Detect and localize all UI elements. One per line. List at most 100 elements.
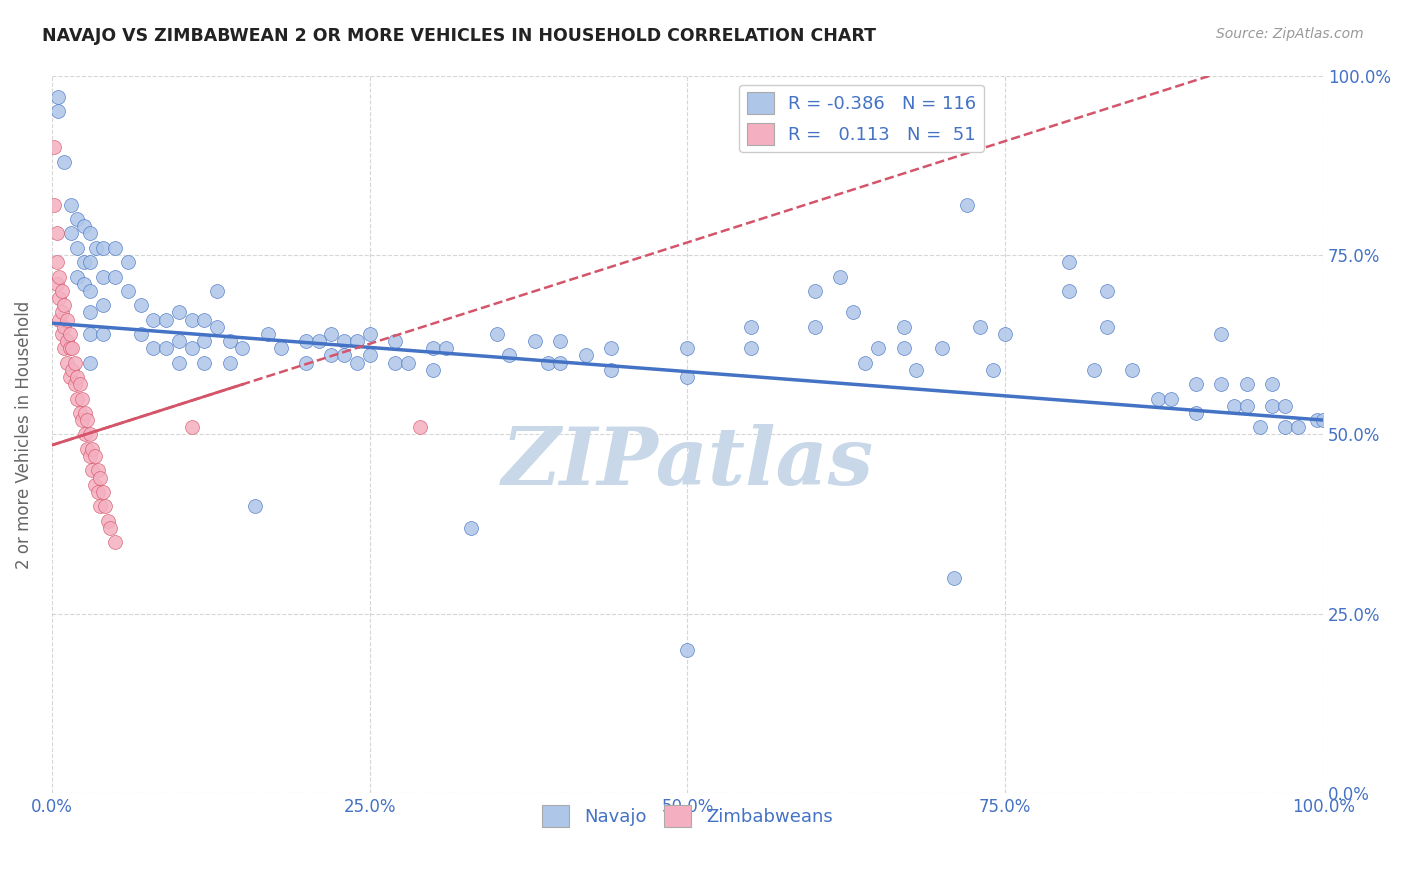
Point xyxy=(396,356,419,370)
Point xyxy=(44,140,66,154)
Point xyxy=(84,241,107,255)
Point xyxy=(98,521,121,535)
Point xyxy=(79,326,101,341)
Point xyxy=(58,341,80,355)
Point xyxy=(1236,377,1258,392)
Point xyxy=(1185,406,1208,420)
Point xyxy=(295,356,318,370)
Point xyxy=(422,363,444,377)
Point xyxy=(485,326,508,341)
Point xyxy=(803,319,825,334)
Point xyxy=(60,341,83,355)
Point xyxy=(63,356,86,370)
Text: Source: ZipAtlas.com: Source: ZipAtlas.com xyxy=(1216,27,1364,41)
Point xyxy=(72,277,94,291)
Point xyxy=(66,212,89,227)
Point xyxy=(1211,377,1233,392)
Point xyxy=(575,349,598,363)
Point xyxy=(66,370,89,384)
Point xyxy=(600,341,623,355)
Point xyxy=(1095,319,1118,334)
Point xyxy=(60,363,83,377)
Point xyxy=(180,341,202,355)
Point xyxy=(550,334,572,348)
Point xyxy=(740,341,762,355)
Point xyxy=(676,642,699,657)
Point xyxy=(994,326,1017,341)
Point xyxy=(76,413,98,427)
Point xyxy=(91,241,114,255)
Point xyxy=(1083,363,1105,377)
Point xyxy=(931,341,953,355)
Point xyxy=(346,334,368,348)
Point xyxy=(359,349,381,363)
Point xyxy=(359,326,381,341)
Point xyxy=(51,326,73,341)
Point xyxy=(51,284,73,298)
Text: ZIPatlas: ZIPatlas xyxy=(502,425,873,502)
Point xyxy=(66,392,89,406)
Point xyxy=(167,305,190,319)
Point xyxy=(422,341,444,355)
Point xyxy=(384,334,406,348)
Point xyxy=(523,334,546,348)
Point xyxy=(205,284,228,298)
Point xyxy=(193,312,215,326)
Point xyxy=(104,241,127,255)
Point xyxy=(53,319,76,334)
Point xyxy=(868,341,890,355)
Point xyxy=(409,420,432,434)
Point xyxy=(56,356,79,370)
Point xyxy=(86,463,108,477)
Point xyxy=(1121,363,1143,377)
Point xyxy=(498,349,520,363)
Point xyxy=(1057,284,1080,298)
Point xyxy=(79,255,101,269)
Point xyxy=(1236,399,1258,413)
Point xyxy=(48,269,70,284)
Point xyxy=(550,356,572,370)
Point xyxy=(434,341,457,355)
Point xyxy=(53,298,76,312)
Point xyxy=(58,370,80,384)
Point xyxy=(1160,392,1182,406)
Point xyxy=(104,535,127,549)
Point xyxy=(45,277,67,291)
Point xyxy=(676,341,699,355)
Point xyxy=(1223,399,1246,413)
Point xyxy=(295,334,318,348)
Point xyxy=(828,269,851,284)
Point xyxy=(69,406,91,420)
Point xyxy=(82,442,104,456)
Point xyxy=(53,154,76,169)
Point xyxy=(79,305,101,319)
Point xyxy=(76,442,98,456)
Point xyxy=(63,377,86,392)
Point xyxy=(72,392,94,406)
Point xyxy=(676,370,699,384)
Point xyxy=(72,255,94,269)
Point xyxy=(893,319,915,334)
Point xyxy=(91,484,114,499)
Point xyxy=(1261,377,1284,392)
Point xyxy=(104,269,127,284)
Point xyxy=(46,90,69,104)
Point xyxy=(84,477,107,491)
Point xyxy=(600,363,623,377)
Point xyxy=(167,356,190,370)
Point xyxy=(321,349,343,363)
Point xyxy=(46,104,69,119)
Point xyxy=(79,284,101,298)
Point xyxy=(841,305,863,319)
Point xyxy=(89,470,111,484)
Point xyxy=(943,571,966,585)
Point xyxy=(308,334,330,348)
Legend: Navajo, Zimbabweans: Navajo, Zimbabweans xyxy=(536,798,839,835)
Point xyxy=(1249,420,1271,434)
Point xyxy=(855,356,877,370)
Point xyxy=(180,312,202,326)
Point xyxy=(346,356,368,370)
Point xyxy=(155,341,177,355)
Point xyxy=(44,198,66,212)
Point xyxy=(51,305,73,319)
